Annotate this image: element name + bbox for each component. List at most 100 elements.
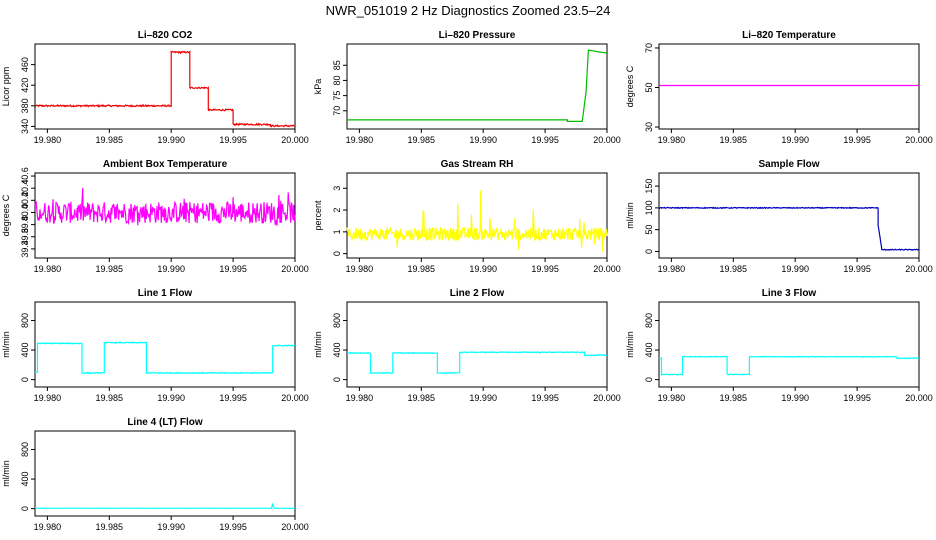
x-tick-label: 19.985 — [720, 264, 748, 274]
chart-panel-2: Li–820 Pressure kPa 19.980 19.985 19.990 19.9… — [313, 30, 621, 145]
x-tick-label: 20.000 — [593, 393, 621, 403]
x-tick-label: 19.990 — [781, 135, 809, 145]
x-tick-label: 19.995 — [531, 264, 559, 274]
chart-panel-1: Li–820 CO2 Licor ppm 19.980 19.985 19.990 19.… — [1, 30, 309, 145]
x-tick-label: 19.995 — [531, 135, 559, 145]
x-tick-label: 19.990 — [469, 264, 497, 274]
y-tick-label: 39.6 — [20, 228, 30, 246]
y-tick-label: 380 — [20, 98, 30, 113]
plot-frame — [34, 430, 296, 517]
x-tick-label: 19.995 — [219, 522, 247, 532]
x-tick-label: 20.000 — [593, 135, 621, 145]
x-tick-label: 20.000 — [281, 264, 309, 274]
y-axis-label: ml/min — [313, 331, 323, 358]
series-line-rh — [346, 190, 608, 252]
y-tick-label: 70 — [332, 106, 342, 116]
panel-title: Li–820 Temperature — [742, 30, 836, 41]
x-tick-label: 19.980 — [34, 135, 62, 145]
y-axis-label: ml/min — [1, 331, 11, 358]
y-tick-label: 30 — [644, 122, 654, 132]
y-tick-label: 0 — [20, 377, 30, 382]
x-tick-label: 19.985 — [720, 135, 748, 145]
y-tick-label: 420 — [20, 78, 30, 93]
x-tick-label: 19.980 — [34, 522, 62, 532]
panel-title: Line 1 Flow — [138, 288, 193, 299]
x-tick-label: 19.990 — [157, 393, 185, 403]
x-tick-label: 20.000 — [905, 393, 933, 403]
y-tick-label: 3 — [332, 186, 342, 191]
plot-frame — [346, 301, 608, 388]
x-tick-label: 19.990 — [781, 264, 809, 274]
y-axis-label: degrees C — [1, 194, 11, 236]
plot-frame — [658, 301, 920, 388]
x-tick-label: 19.995 — [219, 135, 247, 145]
panel-title: Li–820 CO2 — [138, 30, 193, 41]
x-tick-label: 19.985 — [720, 393, 748, 403]
x-tick-label: 19.980 — [658, 393, 686, 403]
plot-frame — [346, 43, 608, 130]
y-tick-label: 50 — [644, 225, 654, 235]
y-tick-label: 75 — [332, 91, 342, 101]
plot-frame — [34, 43, 296, 130]
x-tick-label: 19.995 — [843, 264, 871, 274]
y-tick-label: 340 — [20, 119, 30, 134]
chart-panel-6: Sample Flow ml/min 19.980 19.985 19.990 19.99… — [625, 159, 933, 274]
x-tick-label: 19.995 — [219, 264, 247, 274]
y-tick-label: 0 — [332, 377, 342, 382]
y-tick-label: 400 — [644, 343, 654, 358]
chart-panel-8: Line 2 Flow ml/min 19.980 19.985 19.990 19.99… — [313, 288, 621, 403]
x-tick-label: 19.985 — [408, 135, 436, 145]
y-axis-label: ml/min — [1, 460, 11, 487]
series-line-pressure — [347, 49, 608, 123]
panel-title: Line 3 Flow — [762, 288, 817, 299]
y-axis-label: Licor ppm — [1, 67, 11, 107]
x-tick-label: 19.990 — [469, 393, 497, 403]
y-tick-label: 400 — [20, 472, 30, 487]
y-tick-label: 40.4 — [20, 179, 30, 197]
x-tick-label: 19.980 — [346, 393, 374, 403]
y-tick-label: 70 — [644, 43, 654, 53]
y-tick-label: 100 — [644, 200, 654, 215]
chart-panel-9: Line 3 Flow ml/min 19.980 19.985 19.990 19.99… — [625, 288, 933, 403]
y-tick-label: 2 — [332, 208, 342, 213]
x-tick-label: 19.985 — [96, 135, 124, 145]
y-tick-label: 50 — [644, 82, 654, 92]
x-tick-label: 20.000 — [281, 135, 309, 145]
y-tick-label: 80 — [332, 75, 342, 85]
x-tick-label: 19.980 — [346, 264, 374, 274]
plot-frame — [658, 172, 920, 259]
panel-title: Li–820 Pressure — [439, 30, 516, 41]
y-tick-label: 800 — [20, 313, 30, 328]
y-axis-label: degrees C — [625, 65, 635, 107]
x-tick-label: 19.980 — [658, 135, 686, 145]
y-tick-label: 39.4 — [20, 240, 30, 258]
y-tick-label: 800 — [20, 442, 30, 457]
x-tick-label: 19.995 — [531, 393, 559, 403]
plot-frame — [34, 301, 296, 388]
x-tick-label: 19.985 — [408, 393, 436, 403]
panel-title: Ambient Box Temperature — [103, 159, 228, 170]
chart-panel-10: Line 4 (LT) Flow ml/min 19.980 19.985 19.990… — [1, 417, 309, 532]
y-tick-label: 40.2 — [20, 192, 30, 210]
panel-title: Gas Stream RH — [441, 159, 514, 170]
chart-panel-7: Line 1 Flow ml/min 19.980 19.985 19.990 19.99… — [1, 288, 309, 403]
y-tick-label: 85 — [332, 60, 342, 70]
x-tick-label: 19.990 — [781, 393, 809, 403]
x-tick-label: 19.995 — [843, 393, 871, 403]
x-tick-label: 19.980 — [34, 393, 62, 403]
x-tick-label: 19.995 — [219, 393, 247, 403]
x-tick-label: 19.990 — [157, 264, 185, 274]
y-axis-label: kPa — [313, 79, 323, 95]
y-tick-label: 400 — [332, 343, 342, 358]
y-tick-label: 40.6 — [20, 167, 30, 185]
y-tick-label: 460 — [20, 57, 30, 72]
y-tick-label: 400 — [20, 343, 30, 358]
x-tick-label: 19.980 — [346, 135, 374, 145]
chart-panel-3: Li–820 Temperature degrees C 19.980 19.985 1… — [625, 30, 933, 145]
chart-panel-4: Ambient Box Temperature degrees C 19.980 19… — [1, 159, 309, 274]
y-tick-label: 39.8 — [20, 216, 30, 234]
y-axis-label: percent — [313, 200, 323, 231]
x-tick-label: 19.990 — [157, 135, 185, 145]
y-axis-label: ml/min — [625, 331, 635, 358]
